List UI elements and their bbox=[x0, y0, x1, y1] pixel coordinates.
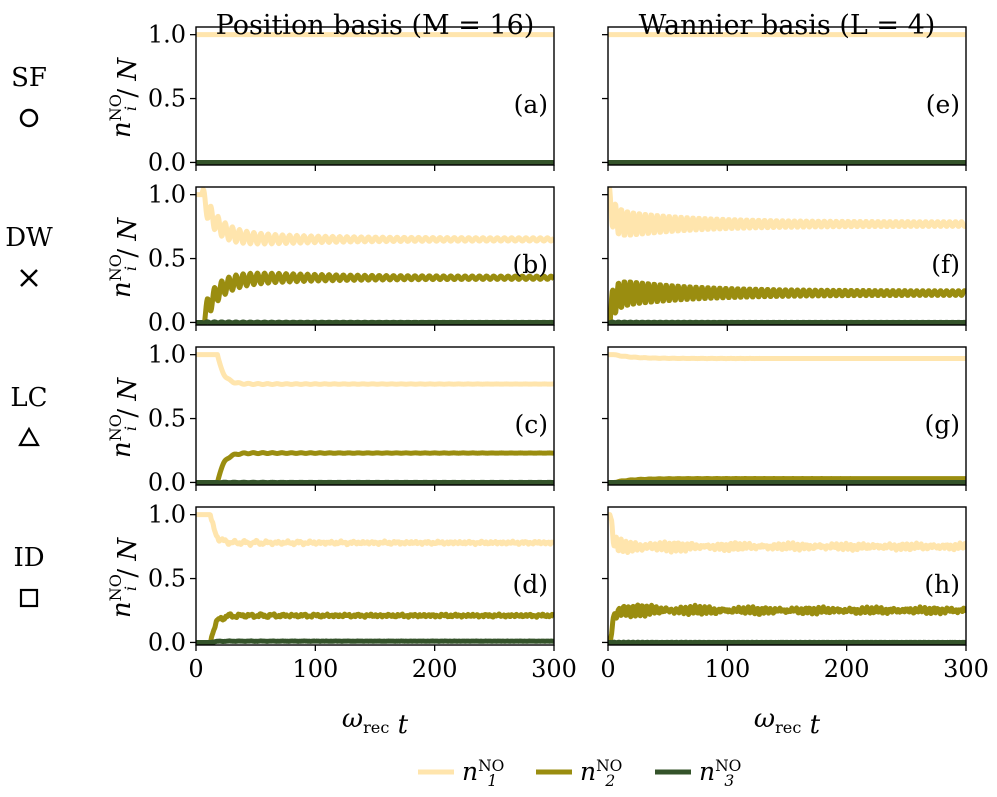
panel-label: (h) bbox=[924, 570, 960, 599]
x-axis-label: ωrec t bbox=[342, 704, 409, 740]
legend-item-2: nNO 2 bbox=[536, 757, 622, 790]
y-axis-label: nNOi / N bbox=[106, 217, 143, 299]
series-line-n2no bbox=[196, 611, 554, 645]
y-tick-label: 1.0 bbox=[148, 181, 186, 209]
series-line-n1no bbox=[196, 512, 554, 548]
x-tick-label: 300 bbox=[531, 655, 577, 683]
x-tick-label: 100 bbox=[292, 655, 338, 683]
x-tick-label: 0 bbox=[188, 655, 203, 683]
square-marker-icon bbox=[19, 588, 39, 608]
panel-label: (g) bbox=[924, 410, 960, 439]
panel-label: (e) bbox=[926, 90, 960, 119]
x-tick-label: 0 bbox=[600, 655, 615, 683]
y-tick-label: 1.0 bbox=[148, 501, 186, 529]
y-axis-label: nNOi / N bbox=[106, 57, 143, 139]
y-tick-label: 0.0 bbox=[148, 148, 186, 176]
series-line-n1no bbox=[196, 352, 554, 387]
series-line-n2no bbox=[196, 450, 554, 485]
series-line-n3no bbox=[608, 639, 966, 645]
plot-area: 0.0 0.5 1.0 (a) 0.0 0.5 1.0 (b) 0.0 0.5 1.0 (c) 0 100… bbox=[148, 21, 989, 740]
x-tick-label: 200 bbox=[412, 655, 458, 683]
panel-c: 0.0 0.5 1.0 (c) bbox=[148, 341, 555, 496]
axes-frame bbox=[195, 506, 555, 646]
legend-label: nNO 3 bbox=[699, 757, 741, 790]
axes-frame bbox=[607, 26, 967, 166]
row-labels: Position basis (M = 16) Wannier basis (L … bbox=[5, 10, 935, 618]
series-line-n2no bbox=[608, 279, 966, 325]
panel-d: 0 100 200 300 0.0 0.5 1.0 (d) ωrec t bbox=[148, 501, 577, 740]
panel-label: (c) bbox=[514, 410, 548, 439]
x-tick-label: 300 bbox=[943, 655, 989, 683]
panel-b: 0.0 0.5 1.0 (b) bbox=[148, 181, 555, 336]
panel-label: (f) bbox=[931, 250, 960, 279]
axes-frame bbox=[195, 26, 555, 166]
series-line-n2no bbox=[608, 602, 966, 645]
series-line-n1no bbox=[608, 512, 966, 556]
y-tick-label: 0.5 bbox=[148, 245, 186, 273]
axes-frame bbox=[607, 506, 967, 646]
row-label-sf: SF bbox=[11, 63, 47, 93]
series-line-n3no bbox=[196, 319, 554, 325]
series-line-n2no bbox=[608, 476, 966, 485]
cross-marker-icon bbox=[20, 269, 38, 287]
axes-frame bbox=[195, 186, 555, 326]
panel-label: (a) bbox=[514, 90, 548, 119]
axes-frame bbox=[607, 186, 967, 326]
y-tick-label: 0.5 bbox=[148, 565, 186, 593]
y-tick-label: 0.5 bbox=[148, 405, 186, 433]
series-line-n3no bbox=[608, 319, 966, 325]
y-tick-label: 1.0 bbox=[148, 341, 186, 369]
row-label-dw: DW bbox=[5, 223, 53, 253]
x-tick-label: 200 bbox=[824, 655, 870, 683]
triangle-marker-icon bbox=[18, 426, 40, 447]
y-axis-label: nNOi / N bbox=[106, 377, 143, 459]
x-axis-label: ωrec t bbox=[754, 704, 821, 740]
panel-e: (e) bbox=[602, 26, 967, 171]
panel-label: (b) bbox=[512, 250, 548, 279]
y-tick-label: 1.0 bbox=[148, 21, 186, 49]
series-line-n1no bbox=[608, 352, 966, 362]
panel-h: 0 100 200 300 (h) ωrec t bbox=[600, 506, 989, 740]
x-tick-label: 100 bbox=[704, 655, 750, 683]
axes-frame bbox=[195, 346, 555, 486]
axes-frame bbox=[607, 346, 967, 486]
legend: nNO 1 nNO 2 nNO 3 bbox=[418, 757, 741, 790]
panel-a: 0.0 0.5 1.0 (a) bbox=[148, 21, 555, 176]
legend-item-3: nNO 3 bbox=[655, 757, 741, 790]
column-title-2: Wannier basis (L = 4) bbox=[639, 10, 936, 41]
y-tick-label: 0.0 bbox=[148, 308, 186, 336]
panel-f: (f) bbox=[602, 186, 967, 331]
y-tick-label: 0.0 bbox=[148, 468, 186, 496]
y-tick-label: 0.5 bbox=[148, 85, 186, 113]
series-line-n1no bbox=[196, 187, 554, 247]
row-label-lc: LC bbox=[10, 383, 47, 413]
y-tick-label: 0.0 bbox=[148, 628, 186, 656]
legend-item-1: nNO 1 bbox=[418, 757, 504, 790]
panel-g: (g) bbox=[602, 346, 967, 491]
row-label-id: ID bbox=[13, 543, 44, 573]
series-line-n3no bbox=[196, 638, 554, 645]
series-line-n2no bbox=[196, 270, 554, 325]
panel-label: (d) bbox=[512, 570, 548, 599]
legend-label: nNO 2 bbox=[580, 757, 622, 790]
y-axis-label: nNOi / N bbox=[106, 537, 143, 619]
circle-marker-icon bbox=[19, 108, 39, 128]
series-line-n1no bbox=[608, 187, 966, 238]
legend-label: nNO 1 bbox=[462, 757, 504, 790]
column-title-1: Position basis (M = 16) bbox=[216, 10, 535, 41]
